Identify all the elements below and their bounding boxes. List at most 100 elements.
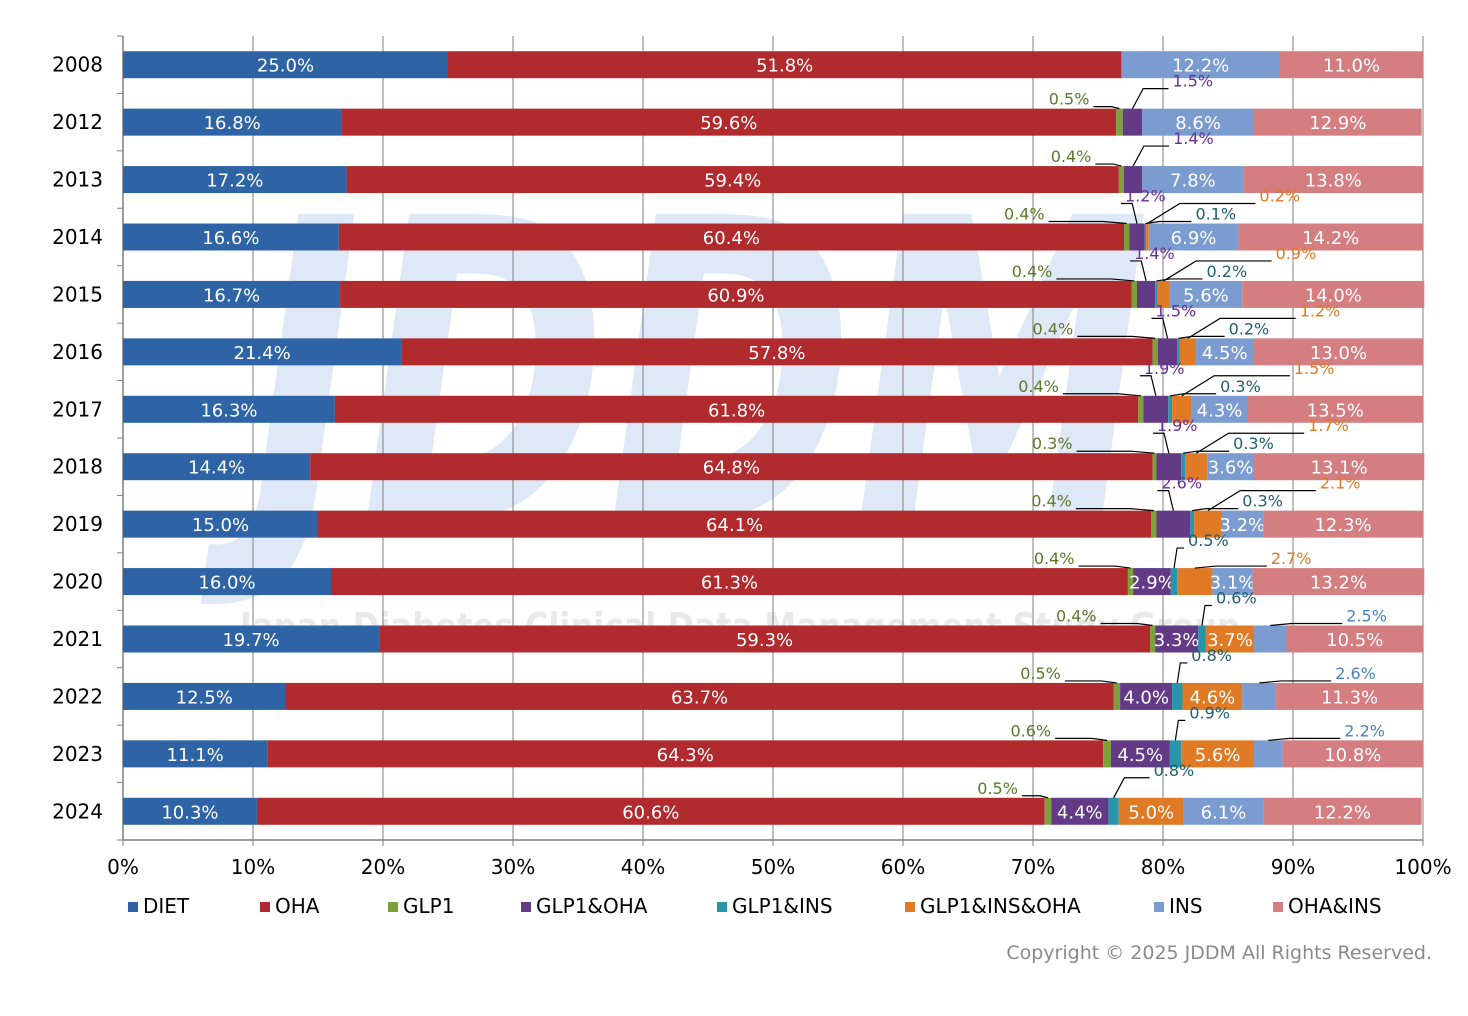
data-label: 60.9%	[707, 285, 764, 306]
data-label: 63.7%	[671, 687, 728, 708]
bar-oha-ins-2019	[1263, 510, 1423, 538]
x-tick-label: 90%	[1271, 855, 1315, 879]
leader-line	[1163, 260, 1272, 282]
data-label: 4.5%	[1202, 343, 1248, 364]
data-label: 12.3%	[1314, 515, 1371, 536]
data-label: 12.9%	[1309, 113, 1366, 134]
x-tick-label: 70%	[1011, 855, 1055, 879]
leader-line	[1131, 88, 1169, 109]
bar-glp1-oha-2014	[1129, 223, 1145, 251]
data-label: 13.0%	[1310, 343, 1367, 364]
legend-label: INS	[1169, 894, 1203, 918]
bar-diet-2013	[123, 166, 347, 194]
bar-glp1-ins-oha-2020	[1177, 568, 1213, 596]
bar-diet-2017	[123, 395, 335, 423]
legend-label: GLP1	[403, 894, 454, 918]
x-tick-label: 40%	[621, 855, 665, 879]
leader-line	[1195, 432, 1305, 454]
bar-diet-2014	[123, 223, 339, 251]
callout-label: 2.6%	[1161, 474, 1202, 493]
data-label: 14.2%	[1302, 228, 1359, 249]
bar-diet-2022	[123, 682, 286, 710]
category-label: 2018	[52, 455, 103, 479]
bar-oha-2008	[448, 51, 1122, 79]
leader-line	[1181, 375, 1290, 397]
callout-label: 0.4%	[1018, 377, 1059, 396]
bar-glp1-2024	[1044, 797, 1052, 825]
leader-line	[1270, 622, 1343, 627]
data-label: 5.6%	[1183, 285, 1229, 306]
data-label: 6.9%	[1171, 228, 1217, 249]
legend-swatch	[905, 902, 915, 912]
callout-label: 0.5%	[977, 779, 1018, 798]
bar-ins-2018	[1207, 453, 1254, 481]
bar-ins-2015	[1169, 280, 1243, 308]
callout-label: 0.1%	[1195, 205, 1236, 224]
bar-glp1-ins-2022	[1172, 682, 1183, 710]
x-tick-label: 100%	[1394, 855, 1451, 879]
callout-label: 2.7%	[1271, 549, 1312, 568]
callout-label: 1.4%	[1173, 129, 1214, 148]
bar-diet-2012	[123, 108, 342, 136]
leader-line	[1121, 202, 1138, 224]
bar-oha-2018	[310, 453, 1153, 481]
bar-oha-ins-2014	[1238, 223, 1423, 251]
data-label: 10.3%	[161, 802, 218, 823]
callout-label: 1.2%	[1125, 187, 1166, 206]
legend-swatch	[717, 902, 727, 912]
leader-line	[1021, 795, 1049, 799]
leader-line	[1170, 393, 1217, 397]
data-label: 3.6%	[1208, 458, 1254, 479]
x-tick-label: 20%	[361, 855, 405, 879]
data-label: 59.4%	[704, 171, 761, 192]
category-label: 2016	[52, 340, 103, 364]
bar-glp1-ins-2015	[1155, 280, 1158, 308]
data-label: 64.1%	[706, 515, 763, 536]
bar-glp1-ins-2014	[1144, 223, 1147, 251]
data-label: 51.8%	[756, 56, 813, 77]
data-label: 5.6%	[1195, 745, 1241, 766]
bar-diet-2015	[123, 280, 341, 308]
leader-line	[1062, 393, 1141, 397]
data-label: 3.1%	[1210, 573, 1256, 594]
bar-glp1-oha-2018	[1156, 453, 1182, 481]
bar-glp1-2014	[1124, 223, 1130, 251]
leader-line	[1152, 432, 1170, 454]
bar-oha-ins-2023	[1282, 740, 1423, 768]
data-label: 59.3%	[736, 630, 793, 651]
data-label: 2.9%	[1129, 573, 1175, 594]
bar-glp1-ins-oha-2014	[1146, 223, 1149, 251]
watermark-logo: JDDM	[199, 131, 1150, 620]
leader-line	[1139, 375, 1157, 396]
category-label: 2012	[52, 110, 103, 134]
callout-label: 1.2%	[1300, 301, 1341, 320]
data-label: 12.5%	[176, 687, 233, 708]
legend-label: GLP1&INS	[732, 894, 833, 918]
x-tick-label: 60%	[881, 855, 925, 879]
data-label: 4.3%	[1197, 400, 1243, 421]
bar-glp1-ins-oha-2023	[1181, 740, 1254, 768]
leader-line	[1075, 508, 1154, 512]
callout-label: 1.5%	[1294, 359, 1335, 378]
callout-label: 1.7%	[1308, 416, 1349, 435]
bar-oha-ins-2017	[1247, 395, 1423, 423]
bar-glp1-oha-2015	[1137, 280, 1156, 308]
data-label: 16.8%	[204, 113, 261, 134]
callout-label: 0.4%	[1033, 319, 1074, 338]
leader-line	[1056, 278, 1135, 282]
data-label: 61.8%	[708, 400, 765, 421]
category-label: 2014	[52, 225, 103, 249]
bar-glp1-ins-oha-2019	[1194, 510, 1222, 538]
bar-diet-2018	[123, 453, 311, 481]
callout-label: 0.9%	[1189, 703, 1230, 722]
callout-label: 2.5%	[1346, 607, 1387, 626]
leader-line	[1201, 604, 1212, 626]
data-label: 13.1%	[1311, 458, 1368, 479]
leader-line	[1268, 737, 1341, 741]
leader-line	[1055, 737, 1108, 741]
callout-label: 0.4%	[1004, 205, 1045, 224]
bar-ins-2021	[1254, 625, 1287, 653]
leader-line	[1095, 163, 1122, 167]
data-label: 13.8%	[1305, 171, 1362, 192]
